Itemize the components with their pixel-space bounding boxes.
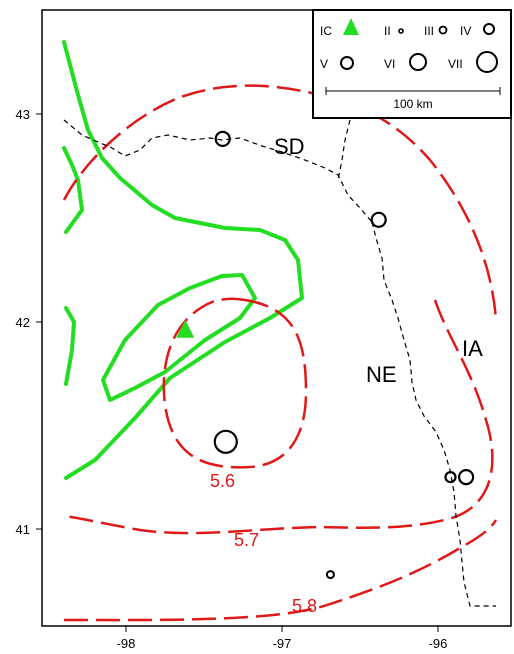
epicenter (176, 319, 195, 338)
x-tick-label-1: -98 (117, 636, 136, 651)
contour-5-6 (162, 297, 308, 469)
intensity-v-circle-1 (214, 130, 231, 147)
contour-label-5-6: 5.6 (210, 471, 235, 491)
state-label-ne: NE (366, 362, 397, 387)
state-border-sd-ne (63, 119, 373, 223)
legend-iv-circle-icon (483, 23, 495, 35)
intensity-boundary-inner (101, 273, 257, 402)
contour-5-8 (63, 519, 498, 622)
state-borders (63, 119, 496, 607)
x-tick-label-3: -96 (429, 636, 448, 651)
state-label-ia: IA (462, 336, 483, 361)
legend-ic-triangle-icon (343, 18, 359, 35)
contour-label-5-7: 5.7 (234, 530, 259, 550)
legend-label-ii: II (384, 24, 391, 38)
contour-label-5-8: 5.8 (292, 596, 317, 616)
y-tick-label-3: 41 (16, 522, 30, 537)
legend-iii-circle-icon (438, 25, 448, 35)
intensity-observations (213, 130, 475, 580)
legend-ii-circle-icon (398, 28, 404, 34)
x-tick-label-2: -97 (273, 636, 292, 651)
legend-label-iv: IV (460, 24, 471, 38)
legend: IC II III IV V VI VII 100 km (312, 9, 512, 119)
map-frame (41, 9, 512, 627)
intensity-iii-circle-6 (325, 570, 335, 580)
legend-label-vi: VI (384, 57, 395, 71)
contour-5-7-inner (63, 299, 494, 535)
legend-label-v: V (320, 57, 328, 71)
intensity-boundaries (62, 40, 304, 480)
y-tick-label-2: 42 (16, 315, 30, 330)
epicenter-triangle-icon (176, 319, 195, 338)
state-label-sd: SD (274, 134, 305, 159)
intensity-v-circle-5 (458, 469, 475, 486)
scale-bar (325, 87, 501, 95)
intensity-vi-circle-3 (213, 429, 238, 454)
intensity-iv-circle-4 (444, 471, 457, 484)
state-border-ne-ia (337, 119, 496, 607)
legend-label-iii: III (424, 24, 434, 38)
axis-ticks (36, 113, 439, 632)
y-tick-label-1: 43 (16, 107, 30, 122)
intensity-boundary-edge-1 (62, 146, 84, 234)
legend-label-ic: IC (320, 24, 332, 38)
legend-vi-circle-icon (409, 53, 427, 71)
contour-5-7-outer (62, 84, 498, 321)
legend-vii-circle-icon (476, 51, 498, 73)
scale-bar-label: 100 km (393, 97, 432, 111)
intensity-v-circle-2 (370, 211, 387, 228)
legend-v-circle-icon (340, 56, 354, 70)
intensity-boundary-outer (62, 40, 304, 480)
contours (62, 84, 498, 622)
legend-label-vii: VII (448, 57, 463, 71)
intensity-boundary-edge-2 (64, 306, 76, 386)
